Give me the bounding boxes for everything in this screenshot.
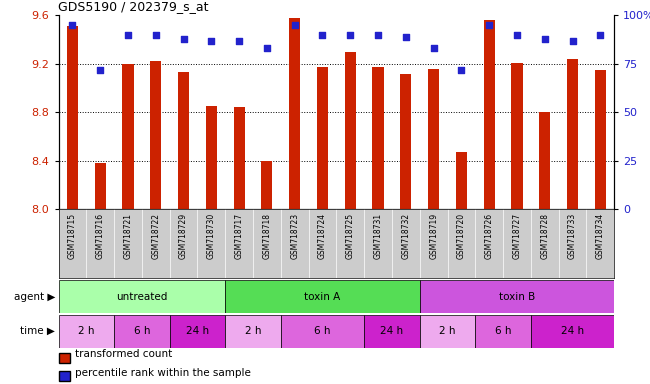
Bar <box>475 315 531 348</box>
Text: GSM718723: GSM718723 <box>290 213 299 259</box>
Text: GSM718718: GSM718718 <box>263 213 272 259</box>
Text: GSM718732: GSM718732 <box>401 213 410 259</box>
Text: 6 h: 6 h <box>314 326 331 336</box>
Point <box>178 36 188 42</box>
Point <box>595 32 606 38</box>
Text: 2 h: 2 h <box>245 326 261 336</box>
Point <box>317 32 328 38</box>
Bar <box>178 72 189 209</box>
Bar <box>531 315 614 348</box>
Bar <box>540 112 551 209</box>
Text: GDS5190 / 202379_s_at: GDS5190 / 202379_s_at <box>58 0 209 13</box>
Bar <box>420 315 475 348</box>
Text: GSM718719: GSM718719 <box>429 213 438 259</box>
Text: GSM718733: GSM718733 <box>568 213 577 259</box>
Text: time ▶: time ▶ <box>20 326 55 336</box>
Text: GSM718721: GSM718721 <box>124 213 133 259</box>
Bar <box>226 280 420 313</box>
Text: GSM718730: GSM718730 <box>207 213 216 259</box>
Text: GSM718725: GSM718725 <box>346 213 355 259</box>
Point <box>400 34 411 40</box>
Bar <box>281 315 364 348</box>
Text: 24 h: 24 h <box>186 326 209 336</box>
Bar <box>226 315 281 348</box>
Point <box>123 32 133 38</box>
Bar <box>67 26 78 209</box>
Bar <box>317 68 328 209</box>
Text: 6 h: 6 h <box>495 326 512 336</box>
Bar <box>512 63 523 209</box>
Point <box>373 32 384 38</box>
Bar <box>400 74 411 209</box>
Text: GSM718734: GSM718734 <box>596 213 605 259</box>
Point <box>512 32 522 38</box>
Point <box>95 66 105 73</box>
Text: 2 h: 2 h <box>439 326 456 336</box>
Bar <box>364 315 420 348</box>
Point <box>484 22 495 28</box>
Bar <box>456 152 467 209</box>
Text: GSM718716: GSM718716 <box>96 213 105 259</box>
Bar <box>150 61 161 209</box>
Text: percentile rank within the sample: percentile rank within the sample <box>75 368 252 378</box>
Bar <box>233 108 244 209</box>
Point <box>234 38 244 44</box>
Text: GSM718722: GSM718722 <box>151 213 161 259</box>
Bar <box>567 59 578 209</box>
Point <box>67 22 77 28</box>
Point <box>151 32 161 38</box>
Point <box>540 36 550 42</box>
Text: toxin A: toxin A <box>304 291 341 302</box>
Text: GSM718727: GSM718727 <box>512 213 521 259</box>
Bar <box>170 315 226 348</box>
Bar <box>595 70 606 209</box>
Point <box>206 38 216 44</box>
Text: 6 h: 6 h <box>134 326 150 336</box>
Point <box>567 38 578 44</box>
Bar <box>261 161 272 209</box>
Text: 24 h: 24 h <box>561 326 584 336</box>
Bar <box>428 69 439 209</box>
Text: toxin B: toxin B <box>499 291 535 302</box>
Bar <box>372 68 384 209</box>
Text: transformed count: transformed count <box>75 349 173 359</box>
Text: GSM718720: GSM718720 <box>457 213 466 259</box>
Bar <box>122 64 133 209</box>
Bar <box>206 106 217 209</box>
Text: GSM718731: GSM718731 <box>374 213 383 259</box>
Bar <box>289 18 300 209</box>
Text: 2 h: 2 h <box>78 326 94 336</box>
Bar <box>114 315 170 348</box>
Bar <box>95 163 106 209</box>
Text: GSM718728: GSM718728 <box>540 213 549 259</box>
Text: GSM718729: GSM718729 <box>179 213 188 259</box>
Text: GSM718724: GSM718724 <box>318 213 327 259</box>
Bar <box>58 315 114 348</box>
Text: untreated: untreated <box>116 291 168 302</box>
Bar <box>344 52 356 209</box>
Text: agent ▶: agent ▶ <box>14 291 55 302</box>
Text: GSM718717: GSM718717 <box>235 213 244 259</box>
Point <box>289 22 300 28</box>
Point <box>456 66 467 73</box>
Bar <box>58 280 226 313</box>
Text: GSM718726: GSM718726 <box>485 213 494 259</box>
Bar <box>420 280 614 313</box>
Point <box>262 45 272 51</box>
Bar <box>484 20 495 209</box>
Text: 24 h: 24 h <box>380 326 404 336</box>
Text: GSM718715: GSM718715 <box>68 213 77 259</box>
Point <box>428 45 439 51</box>
Point <box>345 32 356 38</box>
